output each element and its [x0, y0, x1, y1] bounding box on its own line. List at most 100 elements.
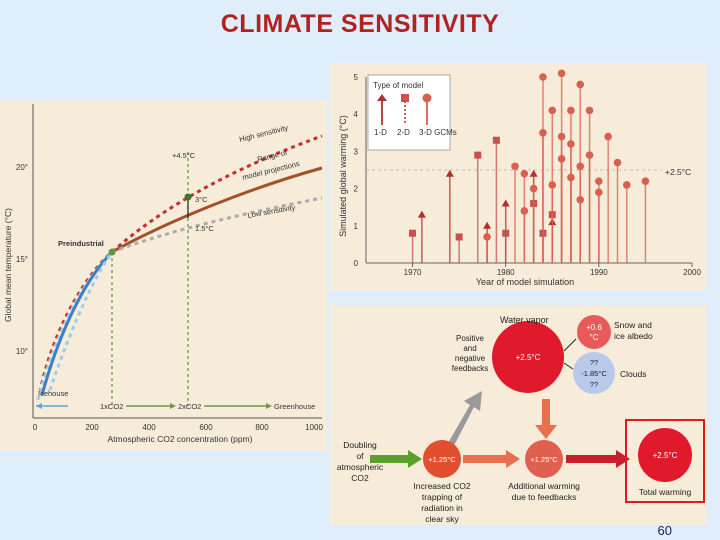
- total-warming-circle: [638, 428, 692, 482]
- icehouse-label: Icehouse: [38, 389, 68, 398]
- point-3d: [576, 80, 585, 89]
- icehouse-arrowhead: [36, 403, 42, 409]
- x-tick: 1000: [305, 423, 323, 432]
- x-tick: 1970: [404, 268, 422, 277]
- point-3d: [539, 73, 547, 81]
- point-2d: [502, 229, 510, 237]
- point-3d: [548, 181, 557, 189]
- x-tick: 400: [142, 423, 156, 432]
- high-sensitivity-curve: [38, 134, 323, 393]
- past-high-curve: [36, 250, 114, 401]
- legend-entry: 3-D GCMs: [419, 128, 457, 137]
- high-sensitivity-label: High sensitivity: [238, 123, 289, 144]
- legend-square-icon: [401, 94, 409, 102]
- doubling-label: of: [356, 451, 364, 461]
- point-3d: [557, 69, 566, 78]
- legend-entry: 2-D: [397, 128, 410, 137]
- reference-label: +2.5°C: [665, 167, 691, 177]
- point-3d: [585, 106, 594, 115]
- point-3d: [539, 129, 547, 137]
- doubling-label: CO2: [351, 473, 369, 483]
- y-tick: 1: [354, 222, 359, 231]
- x-tick: 0: [33, 423, 38, 432]
- feedbacks-label: and: [463, 344, 476, 353]
- point-3d: [548, 106, 557, 115]
- sensitivity-chart: 20° 15° 10° 0 200 400 600 800 1000 Atmos…: [3, 104, 323, 444]
- feedback-panel: Water vapor Snow and ice albedo +0.6 °C …: [330, 305, 707, 525]
- point-2d: [474, 151, 482, 159]
- point-1d: [501, 199, 510, 207]
- point-3d: [623, 181, 631, 189]
- y-tick: 5: [354, 73, 359, 82]
- additional-warming-label: Additional warming: [508, 481, 580, 491]
- x-tick: 1990: [590, 268, 608, 277]
- doubling-label: atmospheric: [337, 462, 384, 472]
- point-1d: [483, 221, 492, 229]
- x-tick: 200: [85, 423, 99, 432]
- water-vapor-circle: [492, 321, 564, 393]
- low-sensitivity-curve: [111, 196, 323, 254]
- point-3d: [604, 132, 612, 141]
- increased-co2-circle: [423, 440, 461, 478]
- point-3d: [576, 195, 585, 204]
- point-3d: [641, 177, 650, 185]
- feedbacks-label: Positive: [456, 334, 485, 343]
- down-arrow-head: [535, 425, 557, 439]
- additional-warming-circle: [525, 440, 563, 478]
- greenhouse-label: Greenhouse: [274, 402, 315, 411]
- range-label: model projections: [241, 159, 300, 182]
- past-curve: [40, 250, 114, 396]
- y-tick: 2: [354, 185, 359, 194]
- two-x-co2-label: 2xCO2: [178, 402, 201, 411]
- clouds-label: Clouds: [620, 369, 646, 379]
- point-3d: [613, 158, 622, 167]
- snow-label: Snow and: [614, 320, 652, 330]
- water-vapor-label: Water vapor: [500, 315, 549, 325]
- additional-warming-label: due to feedbacks: [512, 492, 577, 502]
- legend-circle-icon: [422, 93, 432, 103]
- doubling-label: Doubling: [343, 440, 377, 450]
- green-arrow: [370, 450, 422, 468]
- y-tick: 3: [354, 147, 359, 156]
- water-vapor-value: +2.5°C: [516, 353, 541, 362]
- low-sensitivity-label: Low sensitivity: [247, 203, 296, 220]
- point-3d: [557, 132, 566, 141]
- feedback-connector: [563, 338, 577, 352]
- feedbacks-label: negative: [455, 354, 486, 363]
- y-tick: 0: [354, 259, 359, 268]
- point-3d: [511, 162, 519, 171]
- range-label: Range of: [256, 148, 289, 164]
- clouds-value: -1.85°C: [581, 369, 607, 378]
- slide-title: CLIMATE SENSITIVITY: [220, 10, 500, 38]
- preindustrial-label: Preindustrial: [58, 239, 104, 248]
- greenhouse-arrowhead: [266, 403, 272, 409]
- feedbacks-label: feedbacks: [452, 364, 488, 373]
- point-3d: [483, 233, 491, 241]
- point-1d: [417, 210, 426, 218]
- additional-warming-value: +1.25°C: [530, 455, 558, 464]
- y-axis-label: Simulated global warming (°C): [338, 115, 348, 237]
- orange-arrow: [463, 450, 520, 468]
- feedback-diagram: Water vapor Snow and ice albedo +0.6 °C …: [337, 315, 705, 524]
- y-tick: 10°: [16, 347, 28, 356]
- point-2d: [409, 229, 417, 237]
- point-3d: [529, 184, 538, 193]
- point-2d: [492, 136, 500, 144]
- clouds-circle: [573, 352, 615, 394]
- model-simulation-panel: 0 1 2 3 4 5 1970 1980 1990 2000 Type of model 1-D…: [330, 63, 707, 290]
- model-projection-curve: [111, 166, 323, 254]
- down-arrow-shaft: [542, 399, 550, 427]
- point-3d: [567, 106, 575, 115]
- snow-value: +0.6: [586, 323, 602, 332]
- increased-co2-value: +1.25°C: [428, 455, 456, 464]
- legend-entry: 1-D: [374, 128, 387, 137]
- x-tick: 800: [255, 423, 269, 432]
- y-tick: 4: [354, 110, 359, 119]
- x-tick: 2000: [683, 268, 701, 277]
- total-warming-value: +2.5°C: [653, 451, 678, 460]
- feedback-connector: [563, 362, 574, 370]
- clouds-value: ??: [590, 380, 598, 389]
- snow-label: ice albedo: [614, 331, 653, 341]
- point-1d: [529, 169, 538, 177]
- red-arrow: [566, 450, 630, 468]
